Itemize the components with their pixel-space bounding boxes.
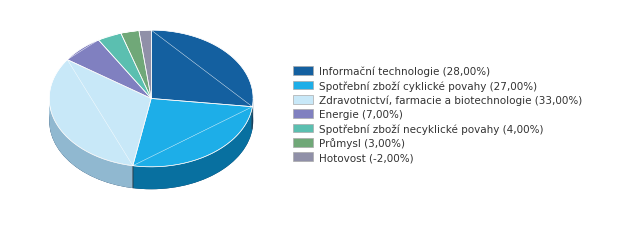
Polygon shape — [121, 31, 151, 99]
Polygon shape — [133, 99, 253, 167]
Polygon shape — [133, 107, 253, 189]
Polygon shape — [151, 31, 253, 107]
Polygon shape — [67, 41, 151, 99]
Legend: Informační technologie (28,00%), Spotřební zboží cyklické povahy (27,00%), Zdrav: Informační technologie (28,00%), Spotřeb… — [289, 63, 585, 166]
Polygon shape — [139, 31, 151, 99]
Polygon shape — [49, 60, 151, 166]
Polygon shape — [49, 99, 133, 188]
Polygon shape — [98, 34, 151, 99]
Ellipse shape — [49, 53, 253, 189]
